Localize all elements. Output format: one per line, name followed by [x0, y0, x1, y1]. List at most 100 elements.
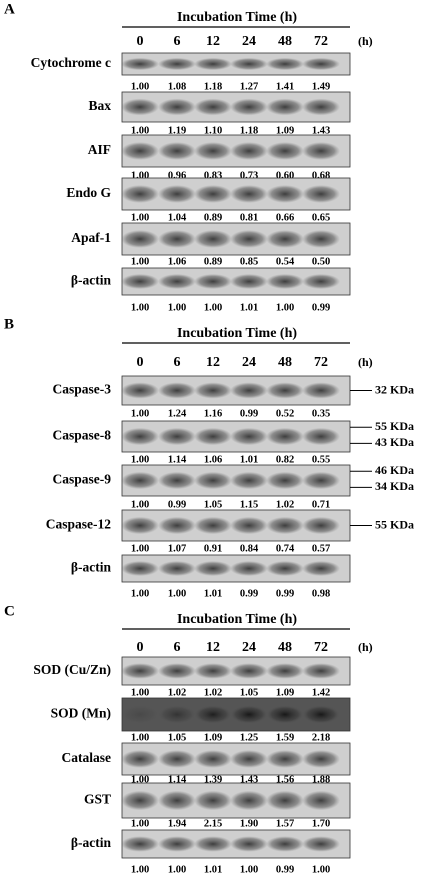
quant-value: 1.00: [240, 864, 258, 875]
blot-label: Endo G: [66, 185, 111, 200]
quant-value: 1.42: [312, 687, 330, 698]
quant-value: 0.98: [312, 588, 330, 599]
band: [302, 790, 340, 811]
quant-value: 1.43: [312, 125, 330, 136]
quant-value: 0.99: [312, 302, 330, 313]
blot-label: SOD (Mn): [51, 706, 111, 721]
quant-value: 1.43: [240, 774, 258, 785]
band: [158, 560, 196, 577]
quant-value: 2.18: [312, 732, 330, 743]
quant-value: 1.01: [240, 454, 258, 465]
band: [302, 427, 340, 446]
panel-letter: A: [4, 1, 15, 17]
band: [194, 98, 232, 116]
band: [194, 750, 232, 768]
band: [230, 98, 268, 116]
band: [158, 836, 196, 852]
time-label: 24: [242, 355, 256, 370]
quant-value: 0.50: [312, 256, 330, 267]
blot-label: AIF: [88, 142, 111, 157]
quant-value: 1.18: [204, 81, 222, 92]
band: [158, 516, 196, 535]
quant-value: 1.00: [131, 125, 149, 136]
band: [230, 57, 268, 71]
quant-value: 1.00: [131, 774, 149, 785]
time-label: 48: [278, 355, 292, 370]
quant-value: 0.85: [240, 256, 258, 267]
quant-value: 1.41: [276, 81, 294, 92]
band: [302, 750, 340, 768]
band: [230, 471, 268, 490]
size-marker: 55 KDa: [375, 419, 414, 433]
band: [121, 705, 159, 724]
blot-label: β-actin: [71, 835, 112, 850]
quant-value: 1.18: [240, 125, 258, 136]
quant-value: 1.00: [131, 687, 149, 698]
band: [194, 836, 232, 852]
blot-label: Bax: [88, 98, 111, 113]
quant-value: 1.15: [240, 499, 258, 510]
band: [121, 230, 159, 248]
band: [302, 230, 340, 248]
size-marker: 55 KDa: [375, 517, 414, 531]
band: [266, 273, 304, 290]
quant-value: 2.15: [204, 818, 222, 829]
band: [121, 427, 159, 446]
band: [266, 790, 304, 811]
band: [302, 57, 340, 71]
quant-value: 0.99: [168, 499, 186, 510]
quant-value: 1.02: [204, 687, 222, 698]
time-label: 6: [174, 34, 181, 49]
band: [266, 836, 304, 852]
band: [266, 427, 304, 446]
band: [266, 471, 304, 490]
time-label: 72: [314, 34, 328, 49]
quant-value: 1.00: [131, 588, 149, 599]
header: Incubation Time (h): [177, 612, 297, 627]
quant-value: 0.60: [276, 170, 294, 181]
band: [230, 663, 268, 679]
blot-label: Caspase-8: [52, 428, 111, 443]
quant-value: 1.00: [131, 864, 149, 875]
band: [158, 790, 196, 811]
blot-label: Cytochrome c: [31, 55, 111, 70]
quant-value: 1.70: [312, 818, 330, 829]
panel-letter: C: [4, 603, 15, 619]
time-label: 0: [137, 34, 144, 49]
band: [230, 790, 268, 811]
band: [121, 663, 159, 679]
quant-value: 0.82: [276, 454, 294, 465]
quant-value: 1.27: [240, 81, 258, 92]
time-label: 6: [174, 355, 181, 370]
band: [266, 57, 304, 71]
quant-value: 1.88: [312, 774, 330, 785]
quant-value: 1.02: [168, 687, 186, 698]
band: [266, 750, 304, 768]
quant-value: 1.09: [276, 687, 294, 698]
band: [266, 185, 304, 203]
band: [266, 98, 304, 116]
band: [230, 516, 268, 535]
time-label: 48: [278, 640, 292, 655]
quant-value: 0.65: [312, 212, 330, 223]
band: [302, 185, 340, 203]
quant-value: 0.57: [312, 543, 330, 554]
time-label: 24: [242, 640, 256, 655]
quant-value: 1.08: [168, 81, 186, 92]
band: [230, 273, 268, 290]
time-label: 48: [278, 34, 292, 49]
quant-value: 1.05: [168, 732, 186, 743]
band: [121, 750, 159, 768]
quant-value: 1.00: [168, 588, 186, 599]
quant-value: 1.01: [240, 302, 258, 313]
quant-value: 1.59: [276, 732, 294, 743]
quant-value: 1.00: [131, 81, 149, 92]
time-label: 12: [206, 355, 220, 370]
quant-value: 0.55: [312, 454, 330, 465]
band: [194, 663, 232, 679]
quant-value: 1.94: [168, 818, 187, 829]
time-label: 72: [314, 355, 328, 370]
quant-value: 1.04: [168, 212, 187, 223]
quant-value: 0.89: [204, 212, 222, 223]
